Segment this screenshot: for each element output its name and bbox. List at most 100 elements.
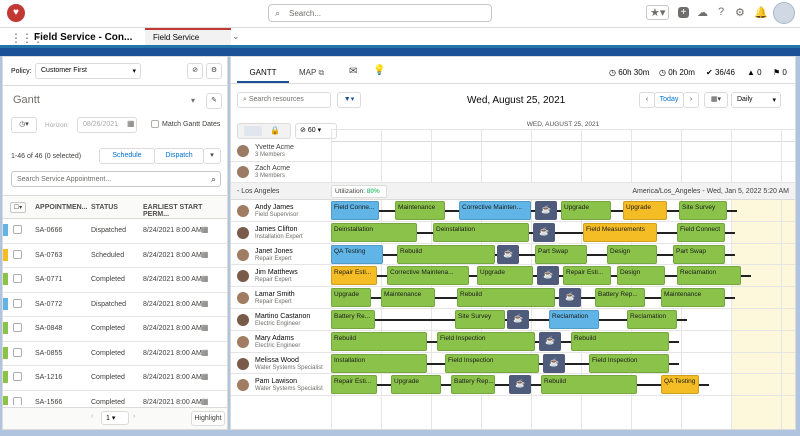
- row-checkbox[interactable]: [13, 347, 22, 357]
- service-appointment-bar[interactable]: Design: [617, 266, 665, 286]
- tab-map[interactable]: MAP ⧉: [299, 68, 324, 78]
- calendar-icon[interactable]: ▦: [201, 372, 209, 381]
- policy-select[interactable]: Customer First ▾: [35, 63, 141, 79]
- clock-filter-icon[interactable]: ◷▾: [11, 117, 37, 133]
- range-select[interactable]: Daily ▾: [731, 92, 781, 108]
- global-search-input[interactable]: ⌕ Search...: [268, 4, 492, 22]
- service-appointment-bar[interactable]: Corrective Maintena...: [387, 266, 469, 286]
- break-coffee-icon[interactable]: ☕: [497, 244, 519, 264]
- column-header-status[interactable]: STATUS: [91, 204, 118, 211]
- next-day-icon[interactable]: ›: [683, 92, 699, 108]
- service-appointment-bar[interactable]: Repair Esti...: [331, 375, 377, 395]
- row-checkbox[interactable]: [13, 274, 22, 283]
- resource-row[interactable]: Mary Adams Electric Engineer: [231, 330, 331, 353]
- service-appointment-bar[interactable]: Reclamation: [627, 310, 677, 329]
- row-checkbox[interactable]: [13, 298, 22, 308]
- crew-row[interactable]: Yvette Acme 3 Members: [231, 141, 331, 162]
- table-row[interactable]: SA-0666 Dispatched 8/24/2021 8:00 AM ▦: [3, 219, 227, 244]
- service-appointment-bar[interactable]: Site Survey: [679, 201, 727, 220]
- service-appointment-bar[interactable]: Repair Esti...: [331, 266, 377, 286]
- service-appointment-bar[interactable]: Upgrade: [391, 375, 441, 395]
- service-appointment-bar[interactable]: Site Survey: [455, 310, 505, 329]
- row-checkbox[interactable]: [13, 225, 22, 234]
- row-checkbox[interactable]: [13, 396, 22, 405]
- help-icon[interactable]: ?: [718, 6, 725, 18]
- service-appointment-bar[interactable]: Battery Rep...: [451, 375, 495, 395]
- service-appointment-bar[interactable]: QA Testing: [331, 244, 383, 264]
- today-button[interactable]: Today: [654, 92, 684, 108]
- prev-day-icon[interactable]: ‹: [639, 92, 655, 108]
- calendar-icon[interactable]: ▦: [201, 298, 209, 308]
- service-appointment-bar[interactable]: Field Inspection: [437, 331, 535, 351]
- break-coffee-icon[interactable]: ☕: [559, 288, 581, 308]
- service-appointment-bar[interactable]: Deinstallation: [331, 222, 417, 242]
- service-appointment-bar[interactable]: Maintenance: [661, 288, 725, 308]
- service-appointment-bar[interactable]: Field Conne...: [331, 201, 379, 220]
- table-row[interactable]: SA-0855 Completed 8/24/2021 8:00 AM ▦: [3, 342, 227, 366]
- service-appointment-bar[interactable]: Field Inspection: [589, 353, 669, 373]
- bell-icon[interactable]: 🔔: [754, 7, 768, 19]
- service-appointment-bar[interactable]: Repair Esti...: [563, 266, 611, 286]
- service-appointment-bar[interactable]: Reclamation: [549, 310, 599, 329]
- service-appointment-bar[interactable]: Maintenance: [381, 288, 435, 308]
- service-appointment-bar[interactable]: Reclamation: [677, 266, 741, 286]
- service-appointment-bar[interactable]: Installation: [331, 353, 427, 373]
- calendar-picker-icon[interactable]: ▦▾: [704, 92, 728, 108]
- tab-field-service[interactable]: Field Service: [145, 28, 231, 45]
- table-row[interactable]: SA-0771 Completed 8/24/2021 8:00 AM ▦: [3, 268, 227, 293]
- lock-toggle[interactable]: 🔒: [237, 123, 291, 139]
- search-resources-input[interactable]: ⌕ Search resources: [237, 92, 331, 108]
- dispatch-button[interactable]: Dispatch: [154, 148, 204, 164]
- service-appointment-bar[interactable]: Upgrade: [477, 266, 533, 286]
- favorites-star-icon[interactable]: ★▾: [646, 5, 670, 20]
- view-chevron-icon[interactable]: ▾: [191, 96, 196, 105]
- resource-row[interactable]: Andy James Field Supervisor: [231, 200, 331, 222]
- service-appointment-bar[interactable]: Battery Re...: [331, 310, 375, 329]
- chevron-down-icon[interactable]: ⌄: [232, 31, 240, 41]
- calendar-icon[interactable]: ▦: [201, 225, 209, 234]
- service-appointment-bar[interactable]: Maintenance: [395, 201, 445, 220]
- schedule-button[interactable]: Schedule: [99, 148, 155, 164]
- service-appointment-bar[interactable]: Upgrade: [623, 201, 667, 220]
- edit-icon[interactable]: ✎: [206, 93, 222, 109]
- filter-icon[interactable]: ▼▾: [337, 92, 361, 108]
- page-select[interactable]: 1 ▾: [101, 411, 129, 425]
- mail-icon[interactable]: ✉: [349, 66, 358, 77]
- service-appointment-bar[interactable]: Design: [607, 244, 657, 264]
- horizon-date-input[interactable]: 08/26/2021: [77, 117, 137, 133]
- break-coffee-icon[interactable]: ☕: [537, 266, 559, 286]
- appointment-id[interactable]: SA-1216: [35, 374, 63, 381]
- crew-row[interactable]: Zach Acme 3 Members: [231, 162, 331, 183]
- break-coffee-icon[interactable]: ☕: [533, 222, 555, 242]
- row-checkbox[interactable]: [13, 372, 22, 381]
- break-coffee-icon[interactable]: ☕: [535, 201, 557, 220]
- service-appointment-bar[interactable]: Part Swap: [535, 244, 587, 264]
- appointment-id[interactable]: SA-0771: [35, 276, 63, 283]
- appointment-id[interactable]: SA-0772: [35, 300, 63, 308]
- prev-page-icon[interactable]: ‹: [91, 413, 94, 420]
- table-row[interactable]: SA-0763 Scheduled 8/24/2021 8:00 AM ▦: [3, 244, 227, 268]
- resource-row[interactable]: Lamar Smith Repair Expert: [231, 287, 331, 309]
- resource-row[interactable]: Jim Matthews Repair Expert: [231, 265, 331, 288]
- appointment-id[interactable]: SA-0848: [35, 325, 63, 332]
- service-appointment-bar[interactable]: Rebuild: [541, 375, 637, 395]
- row-checkbox[interactable]: [13, 249, 22, 259]
- row-checkbox[interactable]: [13, 323, 22, 332]
- resource-row[interactable]: Melissa Wood Water Systems Specialist: [231, 352, 331, 375]
- table-row[interactable]: SA-1566 Completed 8/24/2021 8:00 AM ▦: [3, 391, 227, 406]
- service-appointment-bar[interactable]: Part Swap: [673, 244, 725, 264]
- service-appointment-bar[interactable]: Corrective Mainten...: [459, 201, 531, 220]
- service-appointment-bar[interactable]: Rebuild: [571, 331, 669, 351]
- next-page-icon[interactable]: ›: [133, 413, 136, 420]
- match-gantt-checkbox[interactable]: [151, 120, 159, 128]
- service-appointment-bar[interactable]: Rebuild: [397, 244, 495, 264]
- resource-row[interactable]: Pam Lawison Water Systems Specialist: [231, 374, 331, 397]
- service-appointment-bar[interactable]: Field Measurements: [583, 222, 657, 242]
- service-appointment-bar[interactable]: QA Testing: [661, 375, 699, 395]
- user-avatar[interactable]: [773, 2, 795, 24]
- more-actions-chevron-icon[interactable]: ▾: [203, 148, 221, 164]
- service-appointment-bar[interactable]: Deinstallation: [433, 222, 529, 242]
- service-appointment-bar[interactable]: Upgrade: [561, 201, 611, 220]
- calendar-icon[interactable]: ▦: [201, 396, 209, 406]
- highlight-button[interactable]: Highlight: [191, 411, 225, 426]
